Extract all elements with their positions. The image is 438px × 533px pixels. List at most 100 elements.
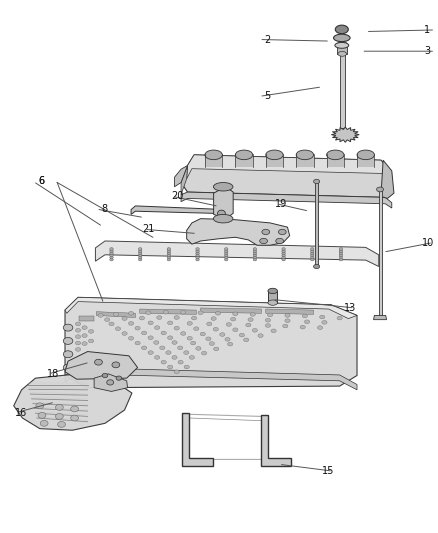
Ellipse shape	[139, 316, 145, 320]
Ellipse shape	[63, 364, 73, 371]
Polygon shape	[174, 165, 187, 187]
Ellipse shape	[161, 360, 166, 364]
Ellipse shape	[282, 248, 285, 251]
Ellipse shape	[311, 252, 314, 255]
Bar	[357, 154, 374, 166]
Ellipse shape	[318, 326, 323, 329]
Ellipse shape	[75, 328, 81, 332]
Ellipse shape	[209, 342, 215, 345]
Ellipse shape	[135, 326, 140, 330]
Ellipse shape	[225, 250, 228, 253]
Ellipse shape	[128, 321, 134, 325]
Ellipse shape	[184, 365, 189, 369]
Bar	[266, 154, 283, 166]
Ellipse shape	[268, 288, 278, 294]
Polygon shape	[181, 155, 392, 197]
Ellipse shape	[206, 337, 211, 341]
Polygon shape	[79, 317, 94, 321]
Ellipse shape	[128, 336, 134, 340]
Ellipse shape	[314, 179, 320, 183]
Ellipse shape	[218, 210, 226, 216]
Ellipse shape	[377, 187, 384, 192]
Ellipse shape	[98, 313, 103, 317]
Ellipse shape	[168, 365, 173, 369]
Text: 5: 5	[264, 91, 270, 101]
Text: 16: 16	[14, 408, 27, 418]
Ellipse shape	[154, 341, 159, 344]
Ellipse shape	[167, 256, 171, 259]
Ellipse shape	[213, 182, 233, 191]
Text: 6: 6	[38, 176, 44, 187]
Text: 15: 15	[322, 466, 335, 476]
Ellipse shape	[225, 259, 228, 261]
Ellipse shape	[233, 328, 238, 332]
Polygon shape	[201, 308, 261, 313]
Bar	[337, 44, 347, 54]
Ellipse shape	[225, 337, 230, 341]
Polygon shape	[261, 415, 291, 466]
Ellipse shape	[138, 248, 142, 251]
Ellipse shape	[110, 250, 113, 253]
Ellipse shape	[265, 324, 271, 327]
Ellipse shape	[167, 259, 171, 261]
Ellipse shape	[282, 256, 285, 259]
Polygon shape	[381, 160, 394, 198]
Ellipse shape	[250, 312, 255, 316]
Ellipse shape	[56, 405, 63, 410]
Bar	[296, 154, 314, 166]
Ellipse shape	[167, 254, 171, 257]
Ellipse shape	[311, 250, 314, 253]
Ellipse shape	[105, 318, 110, 321]
Ellipse shape	[196, 254, 199, 257]
Ellipse shape	[138, 256, 142, 259]
Ellipse shape	[311, 256, 314, 259]
Ellipse shape	[148, 321, 153, 325]
Polygon shape	[65, 297, 357, 387]
Ellipse shape	[82, 326, 87, 329]
Ellipse shape	[191, 316, 197, 320]
Ellipse shape	[339, 256, 343, 259]
Ellipse shape	[282, 252, 285, 255]
Ellipse shape	[172, 356, 177, 359]
Ellipse shape	[141, 331, 147, 335]
Ellipse shape	[225, 248, 228, 251]
Ellipse shape	[167, 248, 171, 251]
Bar	[235, 154, 253, 166]
Ellipse shape	[196, 256, 199, 259]
Ellipse shape	[196, 259, 199, 261]
Ellipse shape	[135, 341, 140, 345]
Text: 8: 8	[101, 204, 107, 214]
Ellipse shape	[357, 150, 374, 160]
Text: 13: 13	[344, 303, 356, 313]
Ellipse shape	[110, 248, 113, 251]
Ellipse shape	[226, 322, 231, 326]
Ellipse shape	[168, 321, 173, 325]
Bar	[315, 181, 318, 266]
Ellipse shape	[146, 311, 151, 314]
Ellipse shape	[300, 325, 305, 329]
Ellipse shape	[339, 254, 343, 257]
Polygon shape	[140, 309, 196, 314]
Ellipse shape	[276, 238, 283, 244]
Ellipse shape	[110, 252, 113, 255]
Ellipse shape	[246, 323, 251, 327]
Ellipse shape	[88, 329, 94, 333]
Ellipse shape	[225, 256, 228, 259]
Ellipse shape	[279, 229, 286, 235]
Ellipse shape	[230, 317, 236, 321]
Ellipse shape	[161, 331, 166, 335]
Ellipse shape	[189, 356, 194, 359]
Ellipse shape	[71, 415, 78, 421]
Ellipse shape	[314, 264, 320, 269]
Ellipse shape	[148, 351, 153, 354]
Ellipse shape	[260, 238, 268, 244]
Ellipse shape	[336, 25, 348, 34]
Ellipse shape	[95, 359, 102, 365]
Ellipse shape	[160, 346, 165, 350]
Ellipse shape	[56, 414, 63, 419]
Ellipse shape	[268, 300, 278, 305]
Ellipse shape	[253, 252, 257, 255]
Bar	[339, 54, 345, 128]
Ellipse shape	[214, 347, 219, 351]
Ellipse shape	[116, 327, 120, 330]
